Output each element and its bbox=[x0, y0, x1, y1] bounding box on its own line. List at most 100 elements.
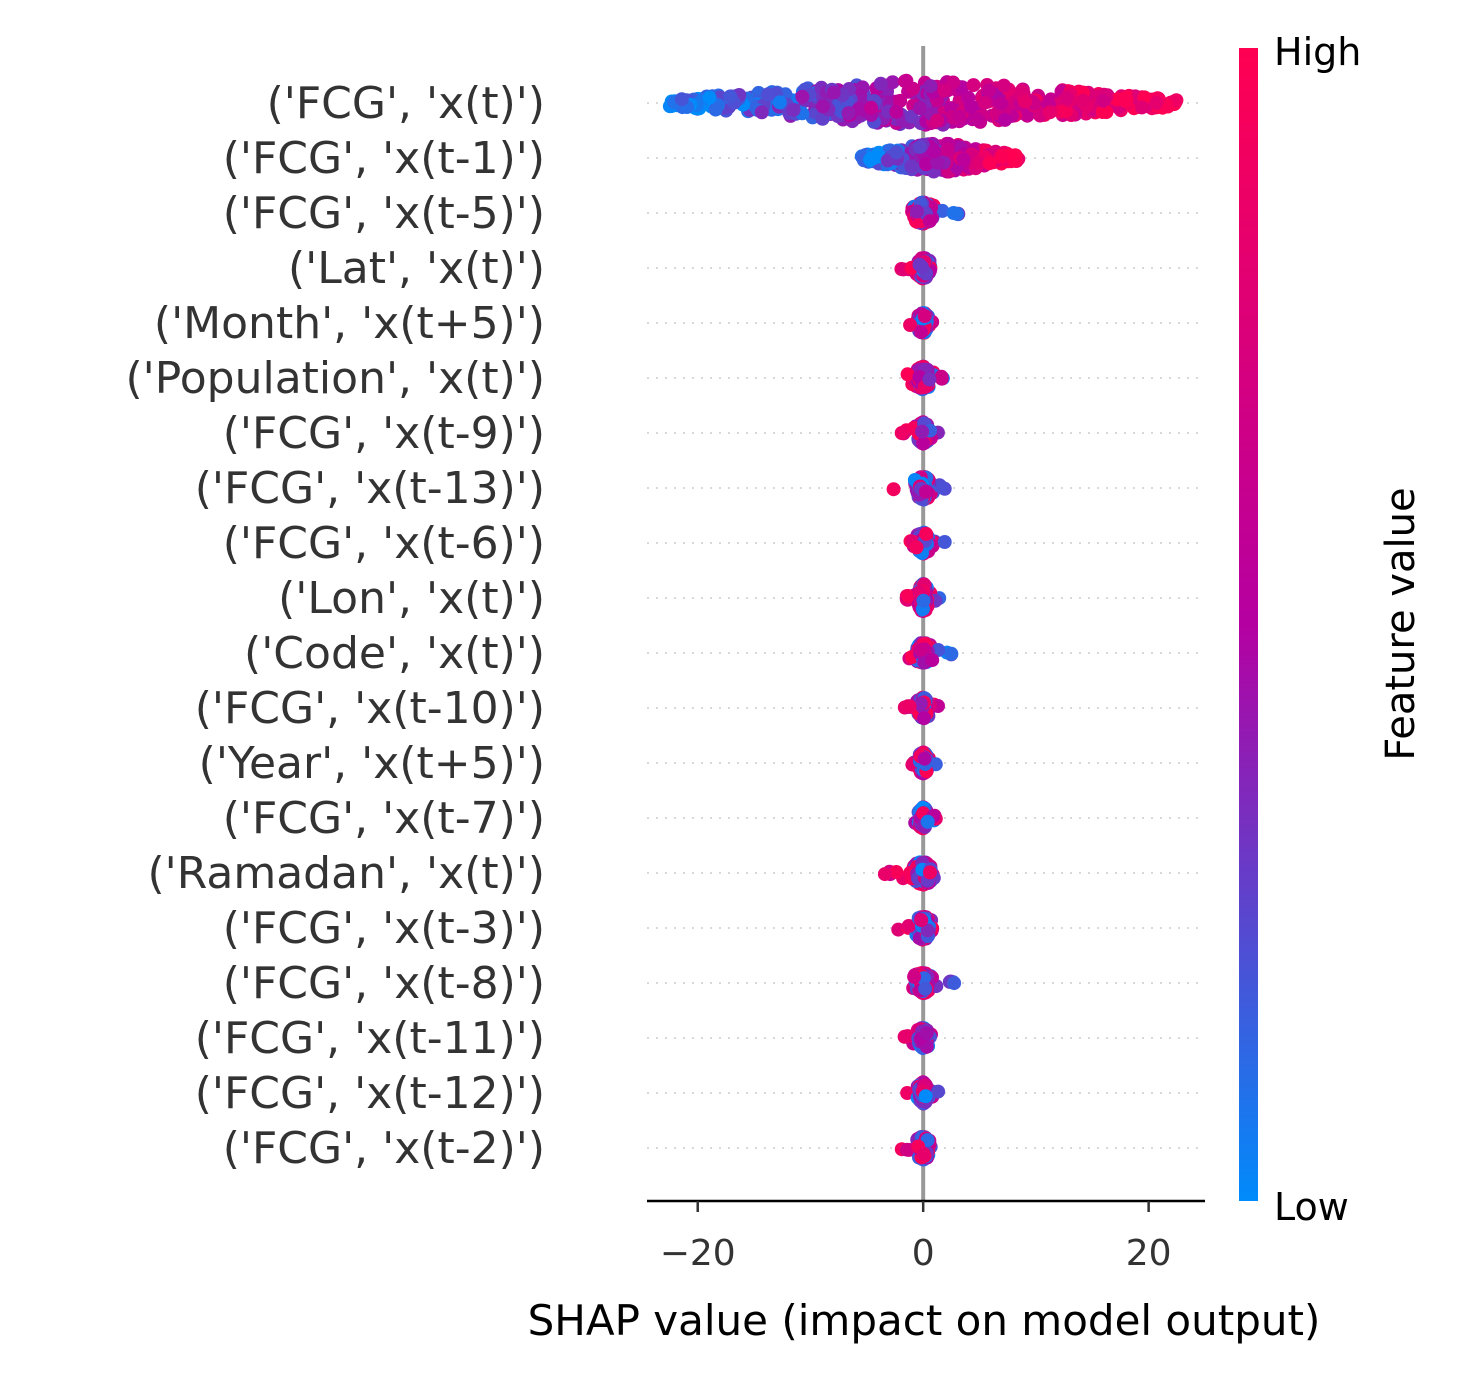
shap-point bbox=[977, 95, 992, 110]
shap-point bbox=[946, 206, 961, 220]
shap-point bbox=[754, 105, 769, 120]
colorbar: High Low Feature value bbox=[1239, 30, 1424, 1229]
shap-point bbox=[1149, 96, 1164, 111]
shap-point bbox=[894, 426, 909, 440]
shap-point bbox=[889, 145, 904, 160]
shap-point bbox=[899, 73, 914, 88]
shap-point bbox=[910, 204, 924, 219]
shap-point bbox=[925, 653, 940, 668]
feature-labels: ('FCG', 'x(t)')('FCG', 'x(t-1)')('FCG', … bbox=[126, 78, 545, 1174]
feature-label: ('Lon', 'x(t)') bbox=[278, 573, 545, 624]
feature-label: ('Lat', 'x(t)') bbox=[288, 243, 545, 294]
shap-point bbox=[918, 484, 933, 499]
x-tick-label: 20 bbox=[1126, 1233, 1172, 1274]
shap-point bbox=[909, 540, 924, 555]
shap-point bbox=[1059, 104, 1074, 119]
shap-point bbox=[937, 83, 952, 98]
shap-point bbox=[1018, 94, 1032, 109]
shap-point bbox=[922, 214, 937, 229]
shap-point bbox=[897, 1029, 912, 1044]
shap-point bbox=[914, 260, 929, 275]
shap-point bbox=[940, 142, 955, 157]
x-axis-title: SHAP value (impact on model output) bbox=[528, 1296, 1321, 1345]
feature-label: ('FCG', 'x(t-2)') bbox=[223, 1123, 545, 1174]
shap-point bbox=[927, 144, 942, 159]
shap-point bbox=[994, 96, 1009, 111]
shap-point bbox=[934, 369, 949, 384]
shap-point bbox=[901, 589, 916, 603]
shap-point bbox=[920, 923, 935, 938]
shap-point bbox=[930, 155, 945, 170]
shap-point bbox=[886, 482, 901, 497]
shap-point bbox=[916, 593, 931, 608]
shap-point bbox=[947, 976, 962, 991]
shap-point bbox=[723, 89, 738, 104]
shap-point bbox=[885, 75, 900, 90]
shap-point bbox=[916, 436, 931, 451]
shap-points bbox=[662, 73, 1184, 1167]
shap-point bbox=[956, 152, 971, 167]
shap-point bbox=[893, 93, 908, 108]
x-axis: −20 0 20 bbox=[647, 1199, 1205, 1274]
shap-point bbox=[815, 99, 830, 114]
shap-point bbox=[981, 83, 996, 98]
feature-label: ('Ramadan', 'x(t)') bbox=[148, 848, 545, 899]
colorbar-title: Feature value bbox=[1378, 487, 1424, 760]
shap-point bbox=[982, 156, 997, 171]
shap-point bbox=[901, 919, 916, 933]
shap-point bbox=[1096, 93, 1111, 108]
shap-point bbox=[935, 203, 950, 218]
shap-point bbox=[913, 696, 928, 711]
shap-point bbox=[919, 157, 933, 172]
shap-point bbox=[708, 102, 723, 117]
shap-point bbox=[903, 318, 918, 332]
feature-label: ('FCG', 'x(t-10)') bbox=[195, 683, 545, 734]
shap-point bbox=[931, 643, 946, 657]
shap-point bbox=[912, 101, 927, 115]
shap-point bbox=[923, 865, 937, 880]
shap-point bbox=[761, 87, 776, 102]
shap-point bbox=[907, 969, 922, 984]
shap-point bbox=[864, 100, 879, 115]
shap-point bbox=[923, 79, 938, 94]
shap-point bbox=[937, 535, 952, 549]
feature-label: ('Population', 'x(t)') bbox=[126, 353, 545, 404]
shap-point bbox=[912, 140, 927, 155]
shap-point bbox=[918, 1089, 933, 1104]
shap-point bbox=[913, 642, 928, 657]
shap-point bbox=[931, 1084, 946, 1099]
shap-point bbox=[998, 112, 1012, 127]
shap-point bbox=[1075, 93, 1090, 108]
shap-point bbox=[1060, 91, 1074, 105]
shap-point bbox=[922, 372, 937, 387]
shap-point bbox=[918, 981, 933, 996]
shap-point bbox=[873, 76, 888, 91]
shap-point bbox=[826, 85, 841, 100]
shap-point bbox=[963, 99, 978, 114]
shap-point bbox=[702, 90, 717, 105]
shap-point bbox=[1134, 100, 1149, 115]
shap-point bbox=[917, 711, 931, 726]
feature-label: ('FCG', 'x(t-3)') bbox=[223, 903, 545, 954]
shap-point bbox=[1008, 153, 1022, 168]
x-tick-label: −20 bbox=[660, 1233, 736, 1274]
shap-point bbox=[914, 913, 929, 928]
feature-label: ('Year', 'x(t+5)') bbox=[199, 738, 545, 789]
feature-label: ('FCG', 'x(t-1)') bbox=[223, 133, 545, 184]
shap-point bbox=[786, 102, 801, 117]
feature-label: ('FCG', 'x(t-9)') bbox=[223, 408, 545, 459]
colorbar-gradient bbox=[1239, 48, 1258, 1201]
colorbar-low-label: Low bbox=[1274, 1185, 1349, 1229]
shap-point bbox=[772, 95, 787, 110]
shap-point bbox=[889, 104, 904, 119]
feature-label: ('FCG', 'x(t-5)') bbox=[223, 188, 545, 239]
feature-label: ('Month', 'x(t+5)') bbox=[154, 298, 545, 349]
shap-point bbox=[919, 1026, 934, 1041]
shap-point bbox=[674, 92, 689, 107]
shap-point bbox=[944, 646, 959, 661]
shap-point bbox=[841, 106, 856, 121]
shap-point bbox=[919, 526, 934, 541]
feature-row-guides bbox=[647, 102, 1200, 1149]
shap-point bbox=[1095, 105, 1110, 119]
